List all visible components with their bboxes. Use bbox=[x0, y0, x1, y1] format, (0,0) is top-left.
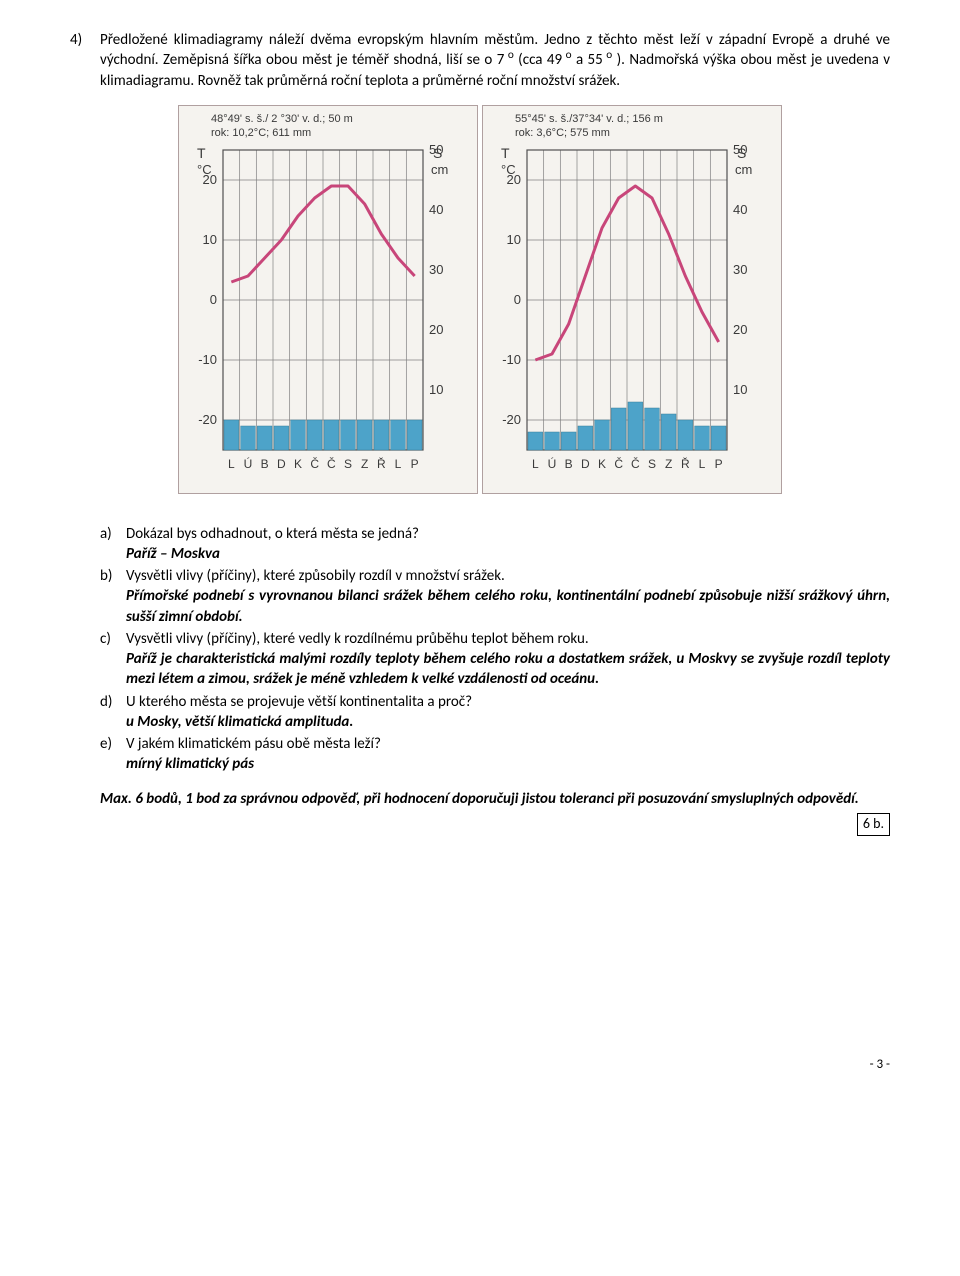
svg-text:10: 10 bbox=[429, 382, 443, 397]
svg-text:Ř: Ř bbox=[681, 456, 690, 471]
svg-text:Z: Z bbox=[665, 457, 672, 471]
svg-text:-10: -10 bbox=[198, 352, 217, 367]
chart-left-svg: T°C20100-10-20Scm5040302010LÚBDKČČSZŘLP bbox=[183, 140, 473, 480]
sub-d: d) U kterého města se projevuje větší ko… bbox=[100, 692, 890, 733]
svg-text:S: S bbox=[344, 457, 352, 471]
chart-header-left: 48°49' s. š./ 2 °30' v. d.; 50 m rok: 10… bbox=[211, 112, 473, 141]
svg-text:cm: cm bbox=[735, 162, 752, 177]
svg-text:T: T bbox=[197, 145, 206, 161]
svg-text:-20: -20 bbox=[502, 412, 521, 427]
question-number: 4) bbox=[70, 30, 100, 91]
svg-text:-10: -10 bbox=[502, 352, 521, 367]
svg-text:L: L bbox=[395, 457, 402, 471]
svg-text:B: B bbox=[261, 457, 269, 471]
superscript: o bbox=[562, 48, 571, 62]
scoring-note: Max. 6 bodů, 1 bod za správnou odpověď, … bbox=[100, 789, 890, 809]
svg-text:10: 10 bbox=[507, 232, 521, 247]
sub-c: c) Vysvětli vlivy (příčiny), které vedly… bbox=[100, 629, 890, 690]
svg-text:K: K bbox=[598, 457, 606, 471]
q-text-part: a 55 bbox=[572, 51, 603, 69]
chart-header-right: 55°45' s. š./37°34' v. d.; 156 m rok: 3,… bbox=[515, 112, 777, 141]
sub-e: e) V jakém klimatickém pásu obě města le… bbox=[100, 734, 890, 775]
svg-text:P: P bbox=[715, 457, 723, 471]
climadiagram-left: 48°49' s. š./ 2 °30' v. d.; 50 m rok: 10… bbox=[178, 105, 478, 494]
svg-text:30: 30 bbox=[429, 262, 443, 277]
chart-coords: 48°49' s. š./ 2 °30' v. d.; 50 m bbox=[211, 112, 473, 126]
svg-text:cm: cm bbox=[431, 162, 448, 177]
sub-text: Vysvětli vlivy (příčiny), které vedly k … bbox=[126, 629, 890, 690]
sub-question: Vysvětli vlivy (příčiny), které způsobil… bbox=[126, 567, 505, 585]
superscript: o bbox=[504, 48, 513, 62]
points-box: 6 b. bbox=[70, 813, 890, 836]
sub-question: V jakém klimatickém pásu obě města leží? bbox=[126, 735, 381, 753]
sub-letter: c) bbox=[100, 629, 126, 690]
svg-text:S: S bbox=[648, 457, 656, 471]
svg-text:20: 20 bbox=[429, 322, 443, 337]
sub-questions: a) Dokázal bys odhadnout, o která města … bbox=[100, 524, 890, 775]
question-text: Předložené klimadiagramy náleží dvěma ev… bbox=[100, 30, 890, 91]
sub-answer: mírný klimatický pás bbox=[126, 755, 254, 773]
svg-text:Č: Č bbox=[631, 456, 640, 471]
svg-text:Ú: Ú bbox=[548, 456, 557, 471]
sub-question: Vysvětli vlivy (příčiny), které vedly k … bbox=[126, 630, 589, 648]
svg-text:Č: Č bbox=[614, 456, 623, 471]
svg-text:30: 30 bbox=[733, 262, 747, 277]
svg-text:20: 20 bbox=[733, 322, 747, 337]
svg-text:T: T bbox=[501, 145, 510, 161]
svg-text:20: 20 bbox=[203, 172, 217, 187]
q-text-part: (cca 49 bbox=[514, 51, 562, 69]
sub-text: Vysvětli vlivy (příčiny), které způsobil… bbox=[126, 566, 890, 627]
sub-letter: a) bbox=[100, 524, 126, 565]
svg-text:D: D bbox=[277, 457, 286, 471]
sub-text: U kterého města se projevuje větší konti… bbox=[126, 692, 890, 733]
svg-text:50: 50 bbox=[429, 142, 443, 157]
sub-b: b) Vysvětli vlivy (příčiny), které způso… bbox=[100, 566, 890, 627]
svg-text:L: L bbox=[532, 457, 539, 471]
sub-answer: Paříž – Moskva bbox=[126, 545, 220, 563]
svg-text:Č: Č bbox=[327, 456, 336, 471]
sub-letter: e) bbox=[100, 734, 126, 775]
svg-text:L: L bbox=[699, 457, 706, 471]
svg-text:P: P bbox=[411, 457, 419, 471]
sub-answer: Přímořské podnebí s vyrovnanou bilanci s… bbox=[126, 587, 890, 625]
chart-coords: 55°45' s. š./37°34' v. d.; 156 m bbox=[515, 112, 777, 126]
svg-text:L: L bbox=[228, 457, 235, 471]
sub-a: a) Dokázal bys odhadnout, o která města … bbox=[100, 524, 890, 565]
superscript: o bbox=[603, 48, 612, 62]
climadiagram-right: 55°45' s. š./37°34' v. d.; 156 m rok: 3,… bbox=[482, 105, 782, 494]
question-4: 4) Předložené klimadiagramy náleží dvěma… bbox=[70, 30, 890, 91]
svg-text:20: 20 bbox=[507, 172, 521, 187]
sub-question: Dokázal bys odhadnout, o která města se … bbox=[126, 525, 419, 543]
svg-text:Č: Č bbox=[310, 456, 319, 471]
svg-text:D: D bbox=[581, 457, 590, 471]
sub-answer: Paříž je charakteristická malými rozdíly… bbox=[126, 650, 890, 688]
page-number: - 3 - bbox=[70, 1056, 890, 1074]
svg-text:40: 40 bbox=[429, 202, 443, 217]
svg-text:Ú: Ú bbox=[244, 456, 253, 471]
svg-text:B: B bbox=[565, 457, 573, 471]
sub-text: Dokázal bys odhadnout, o která města se … bbox=[126, 524, 890, 565]
sub-letter: d) bbox=[100, 692, 126, 733]
chart-stats: rok: 3,6°C; 575 mm bbox=[515, 126, 777, 140]
svg-text:40: 40 bbox=[733, 202, 747, 217]
svg-text:-20: -20 bbox=[198, 412, 217, 427]
points-value: 6 b. bbox=[857, 813, 890, 836]
svg-text:0: 0 bbox=[514, 292, 521, 307]
svg-text:10: 10 bbox=[733, 382, 747, 397]
svg-text:10: 10 bbox=[203, 232, 217, 247]
chart-stats: rok: 10,2°C; 611 mm bbox=[211, 126, 473, 140]
sub-answer: u Mosky, větší klimatická amplituda. bbox=[126, 713, 353, 731]
sub-text: V jakém klimatickém pásu obě města leží?… bbox=[126, 734, 890, 775]
charts-row: 48°49' s. š./ 2 °30' v. d.; 50 m rok: 10… bbox=[70, 105, 890, 494]
svg-text:Z: Z bbox=[361, 457, 368, 471]
svg-text:0: 0 bbox=[210, 292, 217, 307]
svg-text:Ř: Ř bbox=[377, 456, 386, 471]
svg-text:K: K bbox=[294, 457, 302, 471]
sub-letter: b) bbox=[100, 566, 126, 627]
chart-right-svg: T°C20100-10-20Scm5040302010LÚBDKČČSZŘLP bbox=[487, 140, 777, 480]
sub-question: U kterého města se projevuje větší konti… bbox=[126, 693, 472, 711]
svg-text:50: 50 bbox=[733, 142, 747, 157]
